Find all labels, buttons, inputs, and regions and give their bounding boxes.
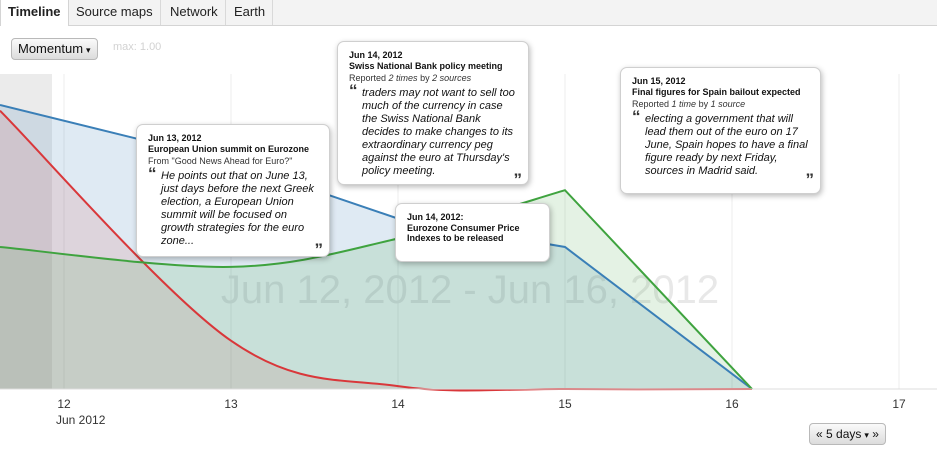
event-reported: Reported 2 times by 2 sources <box>349 73 472 83</box>
event-card-eu-summit[interactable]: Jun 13, 2012 European Union summit on Eu… <box>136 124 330 258</box>
tab-earth[interactable]: Earth <box>227 0 274 25</box>
earlier-range-shade <box>0 74 52 389</box>
event-headline: European Union summit on Eurozone <box>148 144 310 154</box>
event-quote-text: electing a government that will lead the… <box>645 113 808 177</box>
event-card-eurozone-cpi[interactable]: Jun 14, 2012: Eurozone Consumer Price In… <box>395 203 550 262</box>
x-tick-label: 15 <box>558 397 572 411</box>
event-date: Jun 15, 2012 <box>632 76 686 86</box>
x-axis-month-label: Jun 2012 <box>56 413 106 427</box>
x-tick-label: 14 <box>391 397 405 411</box>
event-date: Jun 14, 2012 <box>349 50 403 60</box>
tab-source-maps[interactable]: Source maps <box>69 0 161 25</box>
x-tick-label: 13 <box>224 397 238 411</box>
event-card-swiss-bank[interactable]: Jun 14, 2012 Swiss National Bank policy … <box>337 41 529 188</box>
momentum-dropdown[interactable]: Momentum ▾ <box>11 38 98 60</box>
x-tick-label: 12 <box>57 397 71 411</box>
x-tick-label: 16 <box>725 397 739 411</box>
series-area <box>0 110 752 391</box>
tab-timeline[interactable]: Timeline <box>0 0 69 26</box>
quote-open-icon: “ <box>632 107 641 126</box>
event-quote: “ traders may not want to sell too much … <box>349 81 522 188</box>
event-source: From "Good News Ahead for Euro?" <box>148 156 293 166</box>
event-headline: Eurozone Consumer Price Indexes to be re… <box>407 223 520 243</box>
event-quote: “ He points out that on June 13, just da… <box>148 164 323 258</box>
event-date: Jun 13, 2012 <box>148 133 202 143</box>
event-headline: Final figures for Spain bailout expected <box>632 87 801 97</box>
event-reported: Reported 1 time by 1 source <box>632 99 746 109</box>
range-next-icon: » <box>872 427 879 441</box>
view-tabs: Timeline Source maps Network Earth <box>0 0 937 26</box>
event-quote: “ electing a government that will lead t… <box>632 107 814 188</box>
chevron-down-icon: ▾ <box>86 45 91 55</box>
event-date: Jun 14, 2012: <box>407 212 464 222</box>
max-value-label: max: 1.00 <box>113 41 162 53</box>
quote-open-icon: “ <box>148 164 157 183</box>
chevron-down-icon: ▾ <box>864 430 869 440</box>
x-tick-label: 17 <box>892 397 906 411</box>
quote-close-icon: ” <box>314 240 324 259</box>
x-axis-ticks: 12 13 14 15 16 17 <box>57 397 906 411</box>
date-range-watermark: Jun 12, 2012 - Jun 16, 2012 <box>221 268 719 312</box>
series-area <box>0 190 752 389</box>
event-headline: Swiss National Bank policy meeting <box>349 61 503 71</box>
momentum-dropdown-label: Momentum <box>18 41 84 56</box>
quote-open-icon: “ <box>349 81 358 100</box>
event-card-spain-bailout[interactable]: Jun 15, 2012 Final figures for Spain bai… <box>620 67 821 194</box>
range-selector-label: « 5 days <box>816 427 862 441</box>
quote-close-icon: ” <box>805 170 815 189</box>
range-selector-button[interactable]: « 5 days ▾ » <box>809 423 886 445</box>
tab-network[interactable]: Network <box>163 0 226 25</box>
event-quote-text: He points out that on June 13, just days… <box>161 170 314 247</box>
event-quote-text: traders may not want to sell too much of… <box>362 87 515 177</box>
quote-close-icon: ” <box>513 170 523 189</box>
